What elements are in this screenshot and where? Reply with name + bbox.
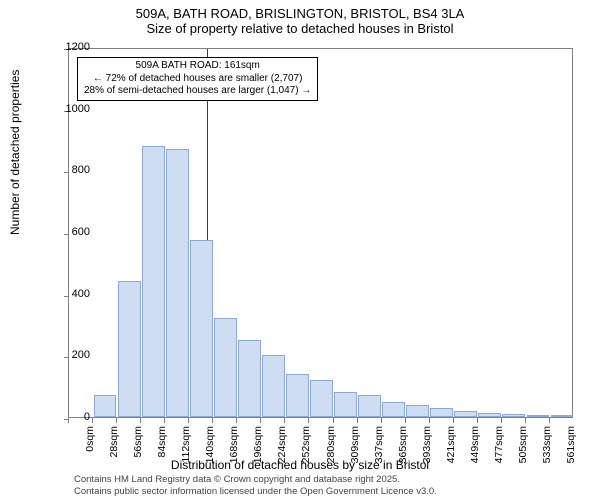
x-tick-mark — [525, 418, 526, 423]
x-tick-mark — [284, 418, 285, 423]
histogram-bar — [214, 318, 237, 417]
annotation-line3: 28% of semi-detached houses are larger (… — [84, 85, 311, 98]
histogram-bar — [310, 380, 333, 417]
x-tick-mark — [501, 418, 502, 423]
annotation-line1: 509A BATH ROAD: 161sqm — [84, 60, 311, 73]
x-tick-mark — [260, 418, 261, 423]
y-tick-label: 200 — [50, 349, 90, 361]
x-tick-mark — [116, 418, 117, 423]
y-tick-label: 1000 — [50, 103, 90, 115]
histogram-bar — [166, 149, 189, 417]
x-tick-mark — [188, 418, 189, 423]
x-tick-label: 533sqm — [541, 426, 553, 466]
x-tick-label: 28sqm — [108, 426, 120, 466]
chart-title-line2: Size of property relative to detached ho… — [0, 21, 600, 36]
histogram-bar — [406, 405, 429, 417]
x-tick-label: 561sqm — [565, 426, 577, 466]
histogram-bar — [527, 415, 550, 417]
histogram-bar — [454, 411, 477, 417]
histogram-bar — [118, 281, 141, 417]
footer-line1: Contains HM Land Registry data © Crown c… — [74, 474, 437, 485]
x-tick-mark — [405, 418, 406, 423]
histogram-bar — [334, 392, 357, 417]
x-tick-mark — [357, 418, 358, 423]
footer-line2: Contains public sector information licen… — [74, 486, 437, 497]
histogram-bar — [262, 355, 285, 417]
x-tick-label: 280sqm — [325, 426, 337, 466]
x-tick-label: 0sqm — [84, 426, 96, 466]
annotation-line2: ← 72% of detached houses are smaller (2,… — [84, 73, 311, 86]
x-tick-mark — [140, 418, 141, 423]
y-tick-label: 600 — [50, 226, 90, 238]
histogram-bar — [478, 413, 501, 417]
chart-title-line1: 509A, BATH ROAD, BRISLINGTON, BRISTOL, B… — [0, 0, 600, 21]
y-tick-label: 1200 — [50, 41, 90, 53]
x-tick-label: 112sqm — [180, 426, 192, 466]
footer: Contains HM Land Registry data © Crown c… — [74, 474, 437, 497]
x-tick-mark — [164, 418, 165, 423]
plot-area: 509A BATH ROAD: 161sqm ← 72% of detached… — [68, 48, 573, 418]
x-tick-label: 168sqm — [228, 426, 240, 466]
x-tick-label: 140sqm — [204, 426, 216, 466]
x-tick-label: 477sqm — [493, 426, 505, 466]
x-tick-mark — [68, 418, 69, 423]
x-tick-mark — [549, 418, 550, 423]
histogram-bar — [502, 414, 525, 417]
x-tick-label: 224sqm — [276, 426, 288, 466]
x-tick-mark — [333, 418, 334, 423]
x-tick-label: 56sqm — [132, 426, 144, 466]
x-tick-label: 449sqm — [469, 426, 481, 466]
x-tick-mark — [92, 418, 93, 423]
x-tick-mark — [308, 418, 309, 423]
y-tick-label: 800 — [50, 164, 90, 176]
annotation-box: 509A BATH ROAD: 161sqm ← 72% of detached… — [77, 57, 318, 101]
histogram-bar — [94, 395, 117, 417]
histogram-bar — [238, 340, 261, 417]
x-tick-label: 309sqm — [349, 426, 361, 466]
x-tick-mark — [477, 418, 478, 423]
x-tick-mark — [236, 418, 237, 423]
x-tick-label: 393sqm — [421, 426, 433, 466]
x-tick-label: 196sqm — [252, 426, 264, 466]
x-tick-mark — [453, 418, 454, 423]
histogram-bar — [142, 146, 165, 417]
x-tick-mark — [381, 418, 382, 423]
histogram-bar — [430, 408, 453, 417]
y-axis-label: Number of detached properties — [8, 70, 22, 235]
x-tick-label: 84sqm — [156, 426, 168, 466]
y-tick-label: 400 — [50, 288, 90, 300]
x-tick-label: 365sqm — [397, 426, 409, 466]
x-tick-label: 421sqm — [445, 426, 457, 466]
y-tick-label: 0 — [50, 411, 90, 423]
x-tick-label: 252sqm — [300, 426, 312, 466]
x-tick-label: 505sqm — [517, 426, 529, 466]
histogram-bar — [358, 395, 381, 417]
histogram-bar — [286, 374, 309, 417]
histogram-bar — [382, 402, 405, 417]
x-tick-mark — [429, 418, 430, 423]
histogram-bar — [551, 415, 574, 417]
x-tick-mark — [212, 418, 213, 423]
x-tick-label: 337sqm — [373, 426, 385, 466]
histogram-bar — [190, 240, 213, 417]
